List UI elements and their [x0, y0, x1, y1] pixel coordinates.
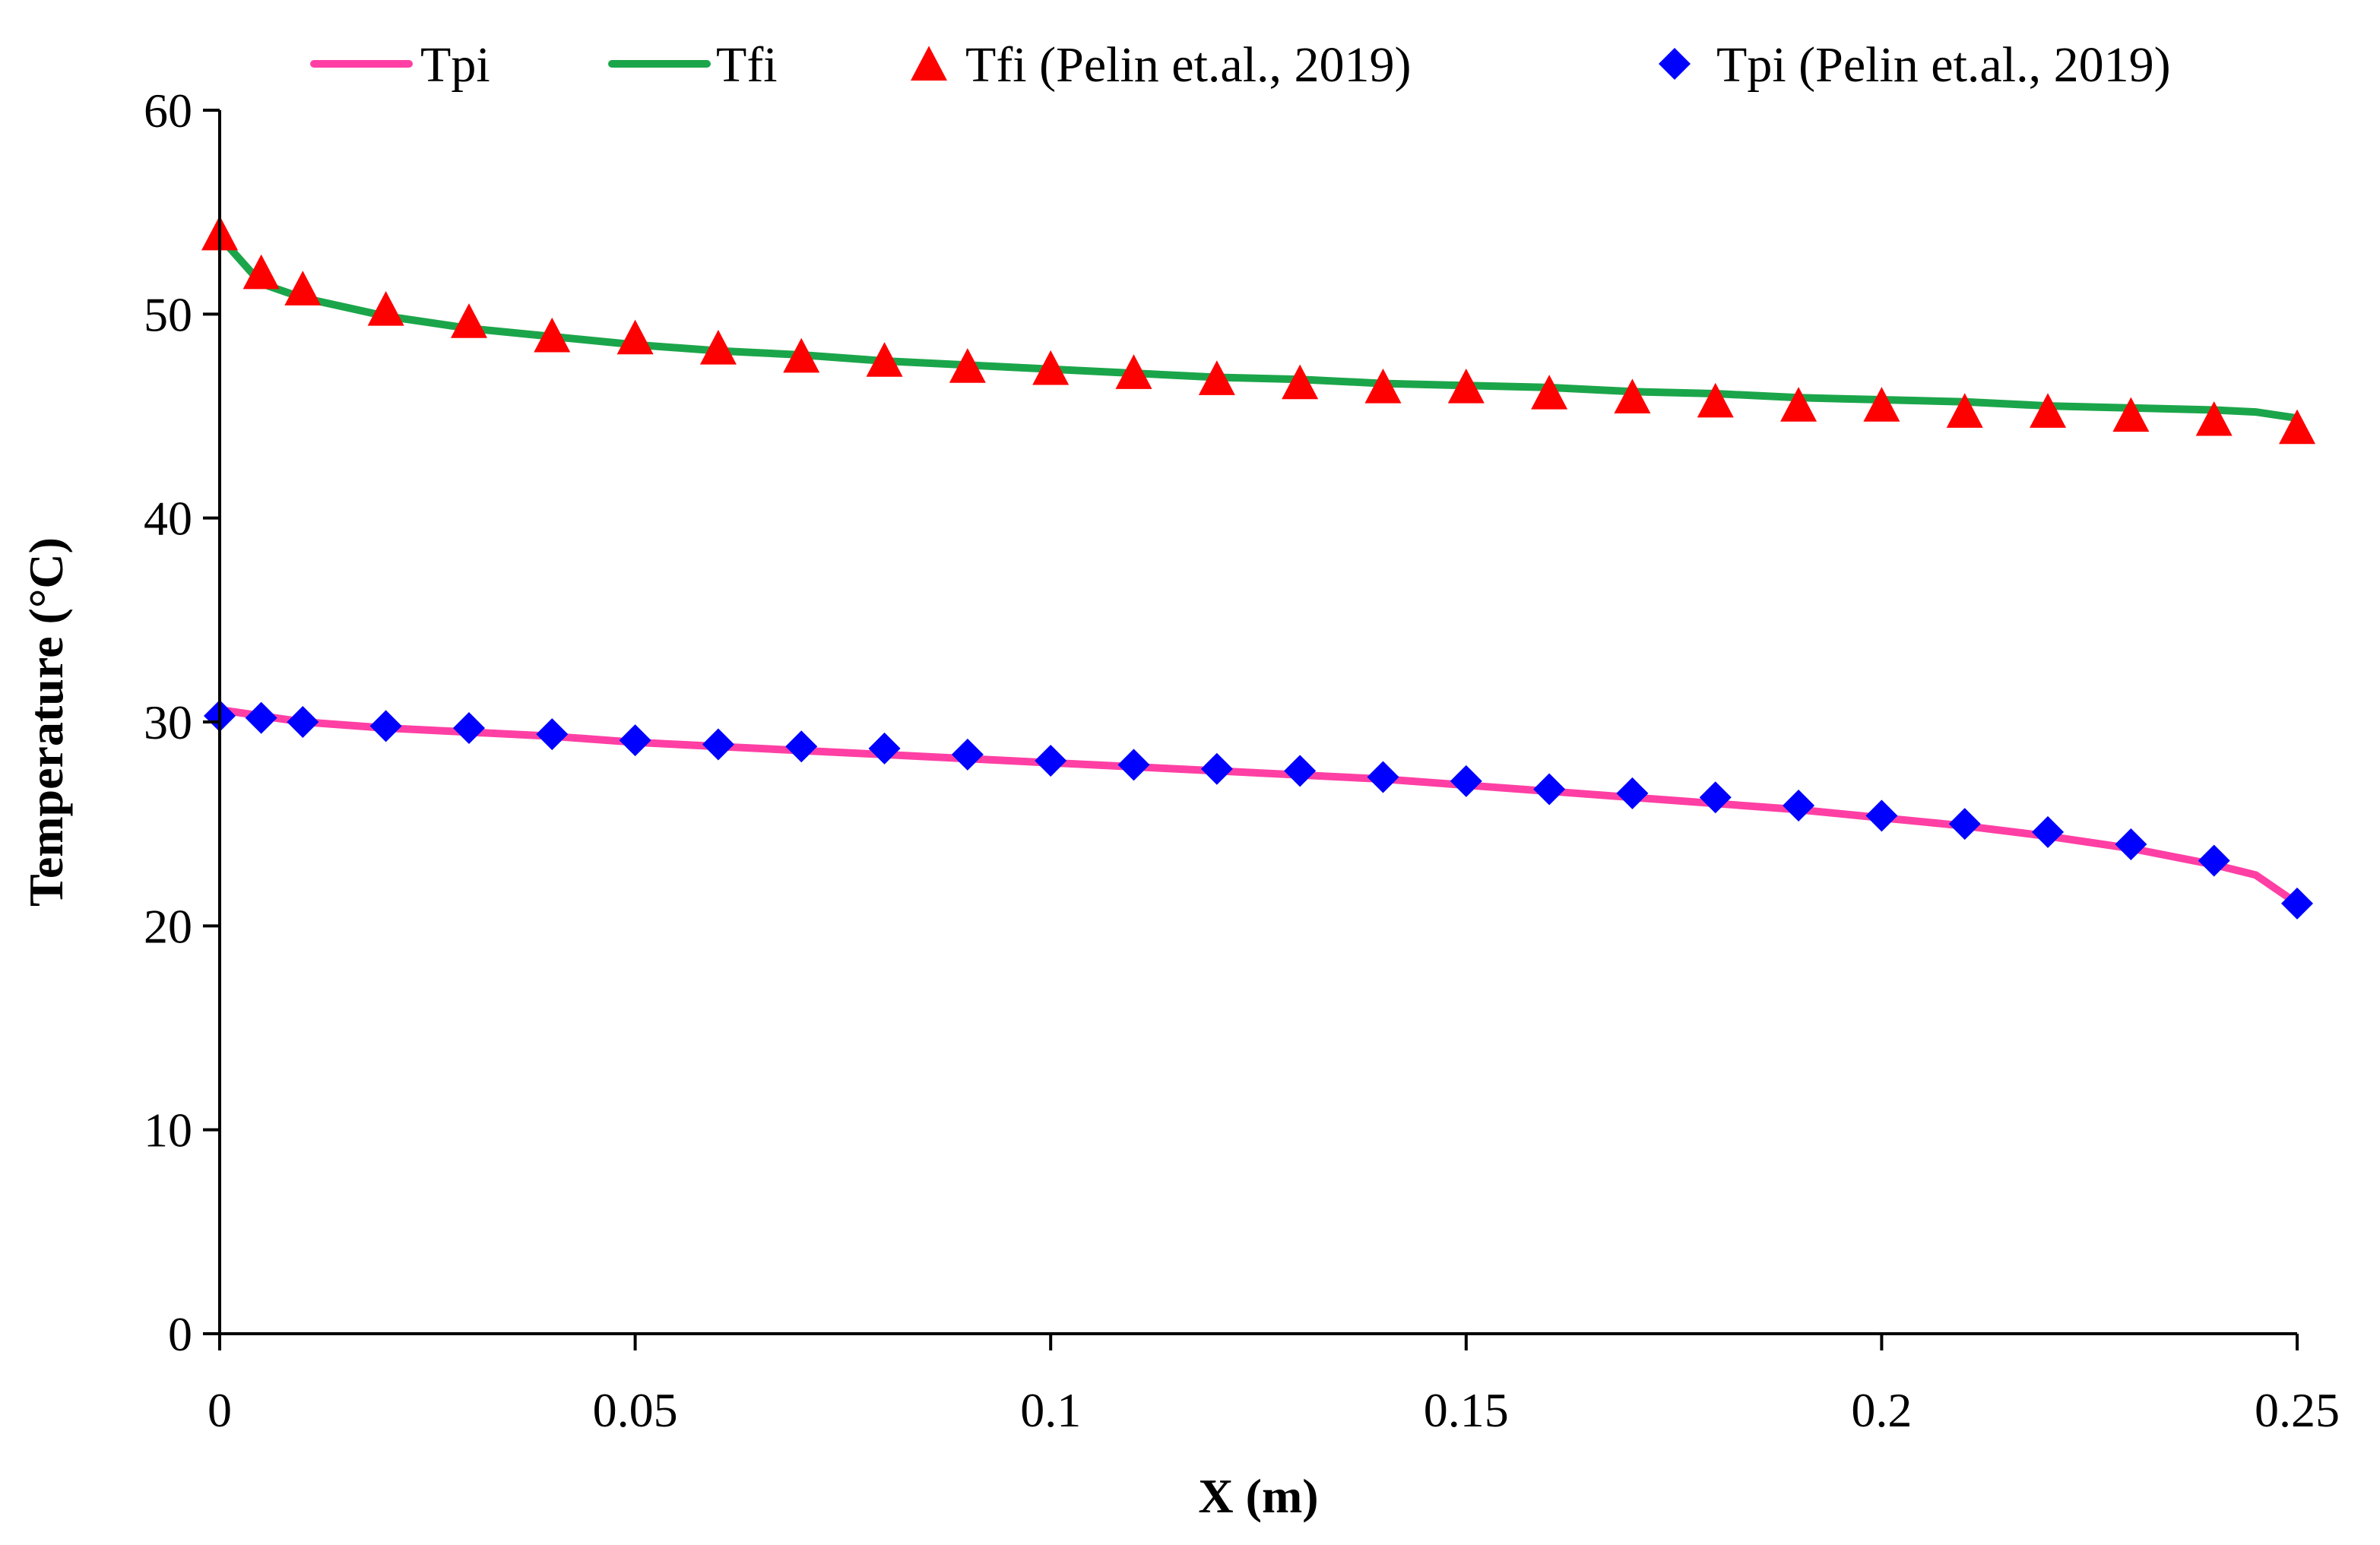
- x-axis-title: X (m): [1198, 1469, 1318, 1523]
- data-point-tpi-pelin-et-al-2019: [2198, 844, 2230, 877]
- data-point-tpi-pelin-et-al-2019: [536, 718, 569, 751]
- data-point-tpi-pelin-et-al-2019: [868, 732, 901, 765]
- data-point-tpi-pelin-et-al-2019: [1200, 752, 1233, 785]
- data-point-tpi-pelin-et-al-2019: [245, 701, 277, 734]
- data-point-tpi-pelin-et-al-2019: [1450, 765, 1482, 797]
- axes: [203, 109, 2299, 1350]
- data-point-tpi-pelin-et-al-2019: [785, 730, 818, 763]
- data-point-tfi-pelin-et-al-2019: [1447, 369, 1485, 404]
- data-point-tfi-pelin-et-al-2019: [616, 319, 654, 355]
- data-point-tpi-pelin-et-al-2019: [287, 706, 319, 738]
- data-point-tpi-pelin-et-al-2019: [1865, 799, 1898, 832]
- data-point-tfi-pelin-et-al-2019: [1032, 350, 1070, 385]
- data-point-tfi-pelin-et-al-2019: [1697, 382, 1734, 418]
- data-point-tpi-pelin-et-al-2019: [1367, 761, 1399, 793]
- data-point-tfi-pelin-et-al-2019: [284, 271, 322, 306]
- data-point-tfi-pelin-et-al-2019: [242, 254, 280, 290]
- legend-label-tfi-pelin-et-al-2019: Tfi (Pelin et.al., 2019): [965, 37, 1412, 93]
- data-point-tpi-pelin-et-al-2019: [452, 712, 485, 745]
- data-point-tfi-pelin-et-al-2019: [1863, 387, 1900, 422]
- x-tick-label: 0.2: [1851, 1383, 1912, 1437]
- data-point-tpi-pelin-et-al-2019: [1783, 790, 1815, 822]
- data-point-tfi-pelin-et-al-2019: [1115, 354, 1152, 389]
- data-point-tfi-pelin-et-al-2019: [1282, 364, 1319, 400]
- data-point-tfi-pelin-et-al-2019: [1531, 375, 1568, 410]
- data-point-tfi-pelin-et-al-2019: [2195, 400, 2233, 436]
- data-point-tpi-pelin-et-al-2019: [2032, 815, 2065, 848]
- data-point-tfi-pelin-et-al-2019: [1780, 387, 1817, 422]
- y-tick-label: 10: [144, 1103, 192, 1157]
- data-point-tfi-pelin-et-al-2019: [699, 330, 737, 365]
- series-line-tfi: [216, 233, 2301, 423]
- data-point-tpi-pelin-et-al-2019: [1616, 777, 1649, 809]
- y-tick-label: 0: [168, 1307, 192, 1361]
- y-tick-label: 50: [144, 287, 192, 341]
- plot-area: [201, 215, 2315, 920]
- data-point-tpi-pelin-et-al-2019: [1284, 755, 1317, 787]
- legend-label-tpi: Tpi: [420, 37, 490, 93]
- data-point-tfi-pelin-et-al-2019: [1198, 360, 1235, 395]
- data-point-tfi-pelin-et-al-2019: [2112, 397, 2150, 432]
- y-axis-title: Temperature (°C): [19, 537, 73, 907]
- x-tick-label: 0.25: [2255, 1383, 2340, 1437]
- data-point-tpi-pelin-et-al-2019: [619, 724, 651, 757]
- data-point-tfi-pelin-et-al-2019: [1364, 369, 1402, 404]
- data-point-tpi-pelin-et-al-2019: [702, 728, 734, 761]
- series-tfi: [216, 233, 2301, 423]
- data-point-tpi-pelin-et-al-2019: [1035, 744, 1067, 777]
- data-point-tfi-pelin-et-al-2019: [783, 337, 820, 373]
- data-point-tfi-pelin-et-al-2019: [367, 291, 404, 326]
- data-point-tpi-pelin-et-al-2019: [2115, 828, 2147, 860]
- series-tfi-pelin-et-al-2019: [201, 215, 2315, 445]
- data-point-tfi-pelin-et-al-2019: [450, 303, 487, 338]
- legend-swatch-tfi-pelin-et-al-2019: [911, 46, 947, 81]
- data-point-tfi-pelin-et-al-2019: [2279, 409, 2315, 445]
- data-point-tpi-pelin-et-al-2019: [1699, 781, 1732, 814]
- y-tick-label: 20: [144, 899, 192, 953]
- y-tick-label: 30: [144, 695, 192, 749]
- series-tpi: [216, 705, 2301, 907]
- data-point-tpi-pelin-et-al-2019: [1117, 749, 1150, 781]
- legend-swatch-tpi-pelin-et-al-2019: [1659, 48, 1691, 80]
- data-point-tfi-pelin-et-al-2019: [949, 348, 986, 383]
- x-tick-label: 0: [208, 1383, 232, 1437]
- data-point-tpi-pelin-et-al-2019: [951, 738, 984, 771]
- tick-labels: 0 10 20 30 40 50 60 0 0.05 0.1 0.15 0.2 0.25: [144, 84, 2340, 1437]
- series-line-tpi: [216, 705, 2301, 907]
- data-point-tfi-pelin-et-al-2019: [866, 342, 903, 377]
- legend: Tpi Tfi Tfi (Pelin et.al., 2019) Tpi (Pelin…: [310, 37, 2171, 93]
- data-point-tfi-pelin-et-al-2019: [534, 317, 571, 353]
- data-point-tfi-pelin-et-al-2019: [2030, 393, 2067, 428]
- y-tick-label: 60: [144, 84, 192, 138]
- data-point-tpi-pelin-et-al-2019: [1948, 808, 1981, 841]
- y-tick-label: 40: [144, 492, 192, 546]
- data-point-tpi-pelin-et-al-2019: [2281, 887, 2313, 920]
- data-point-tpi-pelin-et-al-2019: [369, 710, 402, 742]
- legend-label-tpi-pelin-et-al-2019: Tpi (Pelin et.al., 2019): [1716, 37, 2171, 93]
- data-point-tfi-pelin-et-al-2019: [1614, 378, 1651, 414]
- x-tick-label: 0.05: [593, 1383, 678, 1437]
- x-tick-label: 0.15: [1424, 1383, 1509, 1437]
- data-point-tfi-pelin-et-al-2019: [1946, 393, 1983, 428]
- data-point-tpi-pelin-et-al-2019: [1533, 773, 1566, 806]
- x-tick-label: 0.1: [1020, 1383, 1081, 1437]
- series-tpi-pelin-et-al-2019: [204, 699, 2313, 920]
- legend-label-tfi: Tfi: [716, 37, 778, 93]
